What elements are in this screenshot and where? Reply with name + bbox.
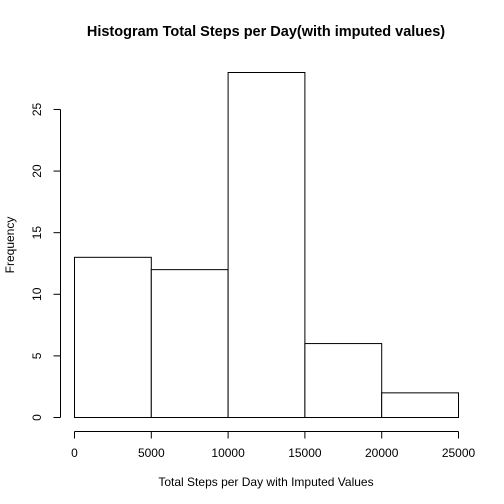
x-tick-label-4: 20000 xyxy=(365,446,399,460)
y-tick-label-5: 25 xyxy=(30,102,44,116)
x-axis: 0 5000 10000 15000 20000 25000 xyxy=(71,431,476,460)
y-tick-label-1: 5 xyxy=(30,352,44,359)
x-tick-label-3: 15000 xyxy=(288,446,322,460)
x-axis-title: Total Steps per Day with Imputed Values xyxy=(158,475,373,489)
x-tick-label-2: 10000 xyxy=(211,446,245,460)
x-tick-label-5: 25000 xyxy=(442,446,476,460)
histogram-bar-2 xyxy=(227,72,306,418)
bars-group xyxy=(74,72,460,419)
y-axis: 0 5 10 15 20 25 xyxy=(30,102,61,421)
y-tick-label-2: 10 xyxy=(30,287,44,301)
histogram-bar-0 xyxy=(74,256,152,419)
chart-title: Histogram Total Steps per Day(with imput… xyxy=(87,24,445,40)
histogram-bar-1 xyxy=(150,269,229,418)
y-axis-title: Frequency xyxy=(3,217,17,274)
histogram-bar-4 xyxy=(381,392,460,419)
y-tick-label-0: 0 xyxy=(30,414,44,421)
y-tick-label-3: 15 xyxy=(30,226,44,240)
histogram-bar-3 xyxy=(304,343,383,419)
x-tick-label-0: 0 xyxy=(71,446,78,460)
x-tick-label-1: 5000 xyxy=(138,446,165,460)
y-tick-label-4: 20 xyxy=(30,164,44,178)
